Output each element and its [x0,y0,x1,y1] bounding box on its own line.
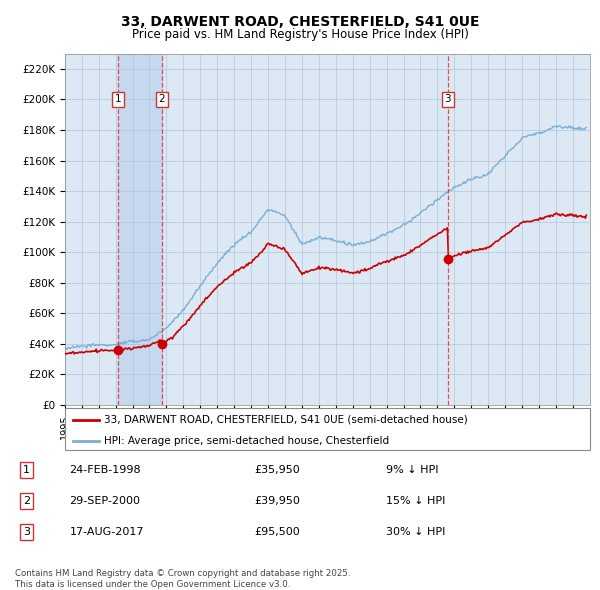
Text: 17-AUG-2017: 17-AUG-2017 [70,527,144,537]
Text: Price paid vs. HM Land Registry's House Price Index (HPI): Price paid vs. HM Land Registry's House … [131,28,469,41]
Text: 2: 2 [23,496,30,506]
Text: £39,950: £39,950 [254,496,300,506]
Text: 3: 3 [445,94,451,104]
Text: 24-FEB-1998: 24-FEB-1998 [70,465,141,475]
Text: £35,950: £35,950 [254,465,299,475]
Bar [118,54,162,405]
Text: 2: 2 [158,94,166,104]
Text: £95,500: £95,500 [254,527,299,537]
Text: 9% ↓ HPI: 9% ↓ HPI [386,465,439,475]
Text: 1: 1 [23,465,30,475]
Text: 1: 1 [115,94,121,104]
Text: HPI: Average price, semi-detached house, Chesterfield: HPI: Average price, semi-detached house,… [104,436,389,446]
Text: 15% ↓ HPI: 15% ↓ HPI [386,496,446,506]
Text: 29-SEP-2000: 29-SEP-2000 [70,496,140,506]
Text: 30% ↓ HPI: 30% ↓ HPI [386,527,446,537]
Text: Contains HM Land Registry data © Crown copyright and database right 2025.
This d: Contains HM Land Registry data © Crown c… [15,569,350,589]
Text: 33, DARWENT ROAD, CHESTERFIELD, S41 0UE (semi-detached house): 33, DARWENT ROAD, CHESTERFIELD, S41 0UE … [104,415,468,425]
Text: 33, DARWENT ROAD, CHESTERFIELD, S41 0UE: 33, DARWENT ROAD, CHESTERFIELD, S41 0UE [121,15,479,30]
Text: 3: 3 [23,527,30,537]
